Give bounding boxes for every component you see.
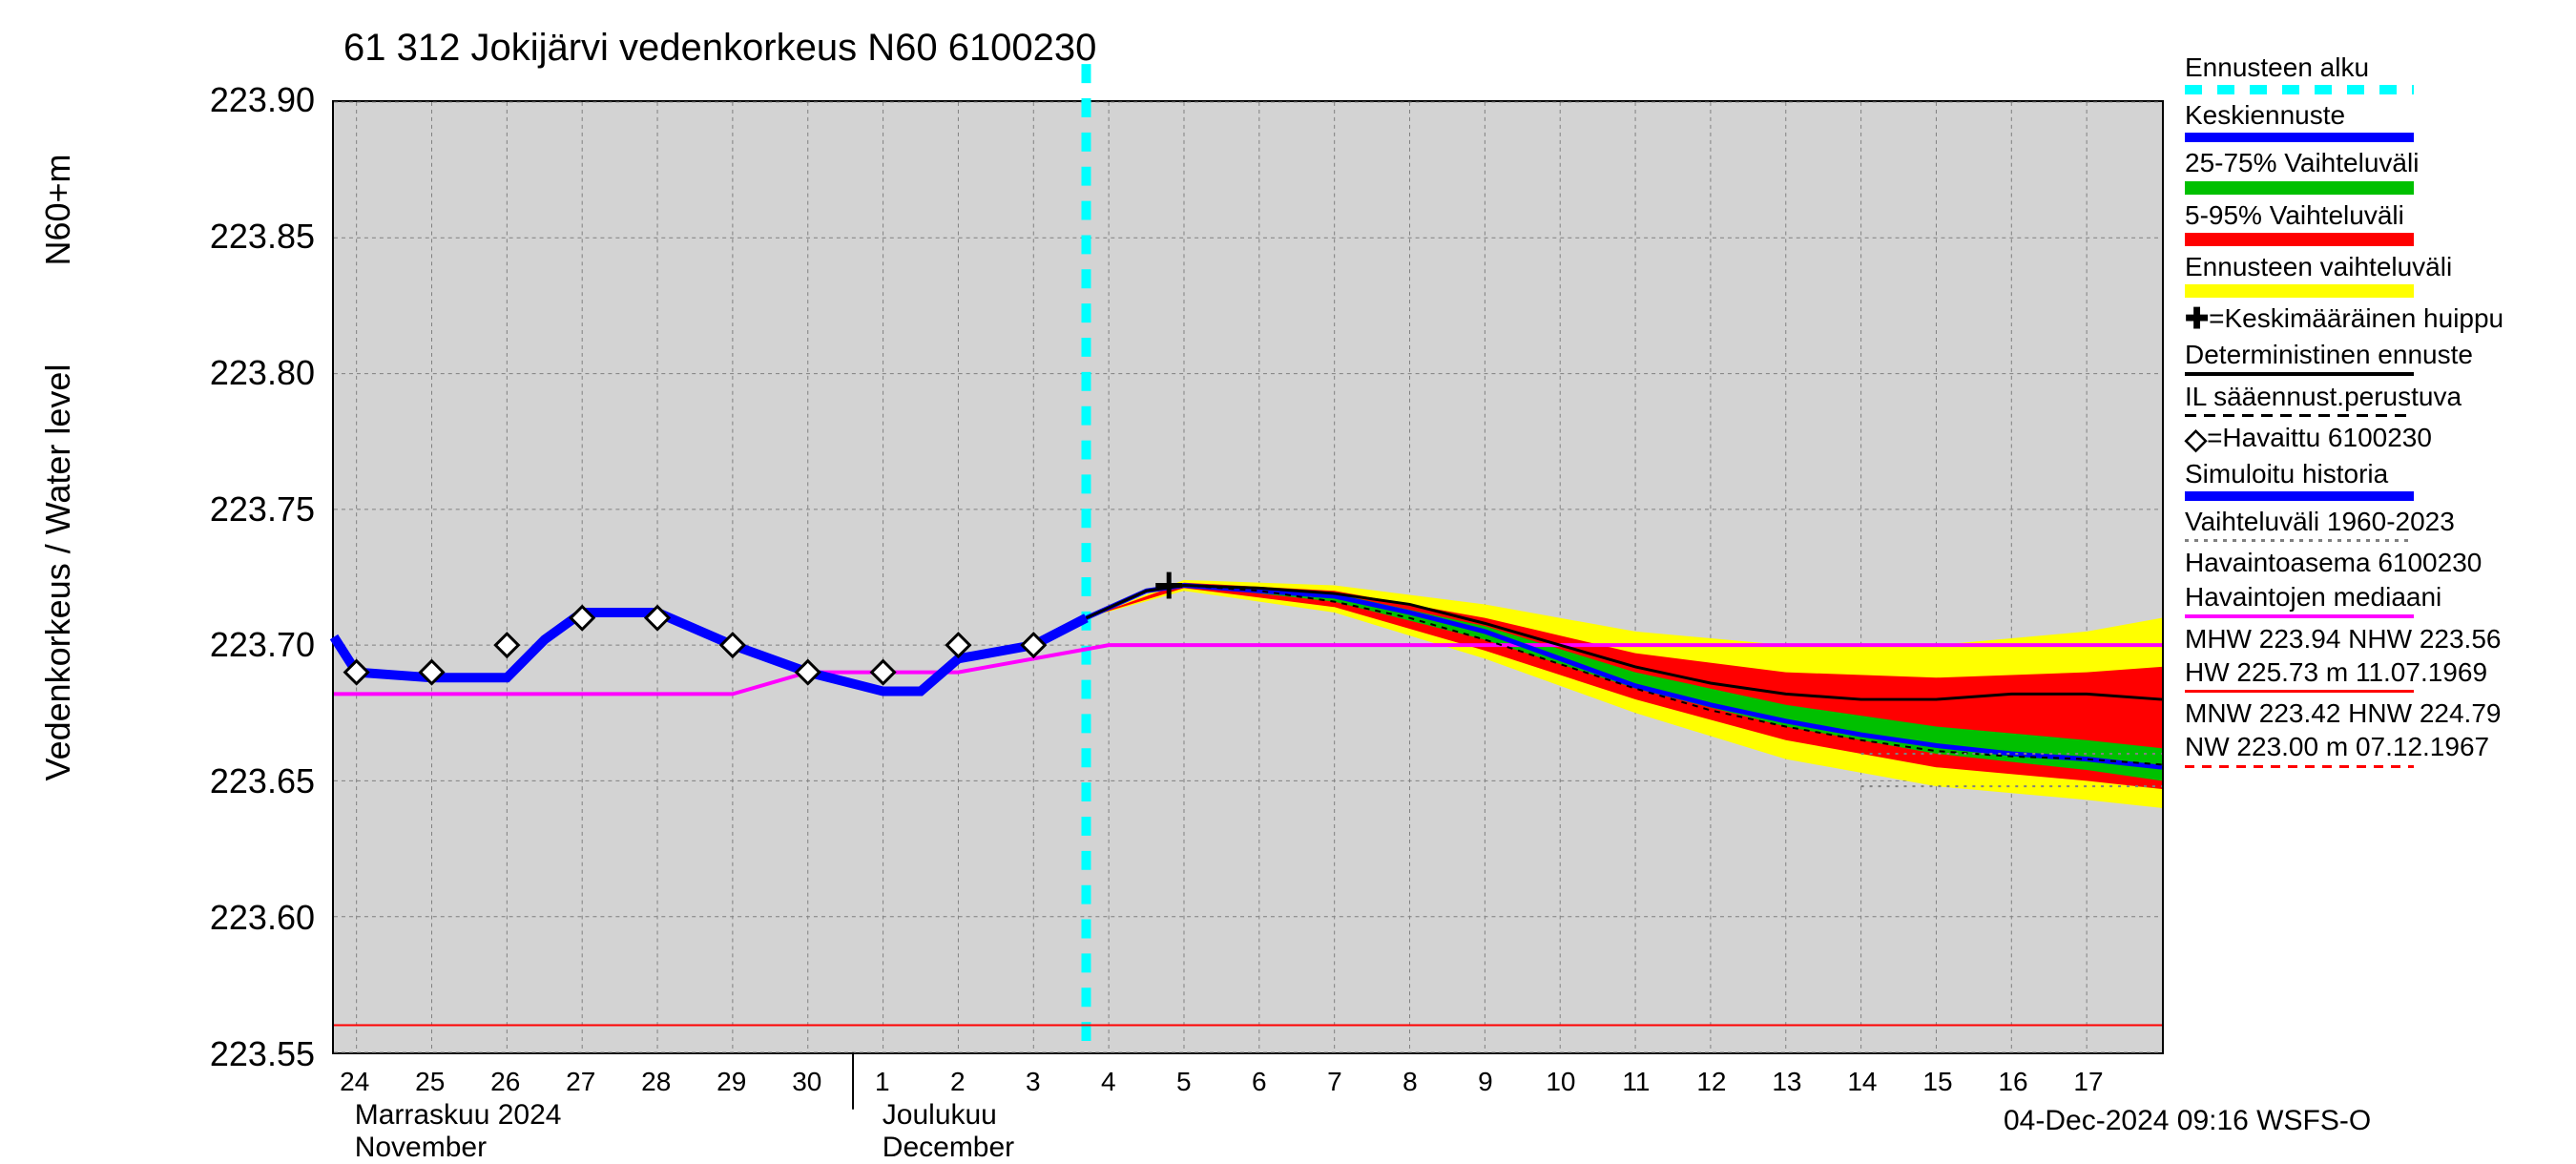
water-level-chart: 61 312 Jokijärvi vedenkorkeus N60 610023… xyxy=(0,0,2576,1145)
legend-item-label: Havaintojen mediaani xyxy=(2185,582,2566,613)
x-tick-label: 13 xyxy=(1772,1067,1801,1097)
legend-swatch xyxy=(2185,181,2414,195)
legend-item: Keskiennuste xyxy=(2185,100,2566,142)
x-tick-label: 2 xyxy=(950,1067,966,1097)
x-month-fi: Joulukuu xyxy=(883,1099,997,1132)
legend-swatch xyxy=(2185,372,2414,376)
x-tick-label: 27 xyxy=(566,1067,595,1097)
x-tick-label: 14 xyxy=(1847,1067,1877,1097)
x-tick-label: 1 xyxy=(875,1067,890,1097)
legend-swatch xyxy=(2185,539,2414,542)
plot-area xyxy=(332,100,2164,1054)
chart-title: 61 312 Jokijärvi vedenkorkeus N60 610023… xyxy=(343,27,1096,70)
x-tick-label: 30 xyxy=(792,1067,821,1097)
legend-item-label: MNW 223.42 HNW 224.79 xyxy=(2185,698,2566,729)
y-axis-label-main: Vedenkorkeus / Water level xyxy=(38,364,78,781)
x-tick-label: 29 xyxy=(717,1067,746,1097)
x-month-en: November xyxy=(355,1132,487,1164)
y-tick-label: 223.55 xyxy=(210,1034,315,1074)
x-tick-label: 9 xyxy=(1478,1067,1493,1097)
x-tick-label: 26 xyxy=(490,1067,520,1097)
legend-swatch xyxy=(2185,85,2414,94)
plot-svg xyxy=(334,102,2162,1052)
legend-item: MNW 223.42 HNW 224.79 xyxy=(2185,698,2566,729)
x-tick-label: 12 xyxy=(1696,1067,1726,1097)
legend-item-label: Deterministinen ennuste xyxy=(2185,340,2566,370)
legend: Ennusteen alku Keskiennuste 25-75% Vaihtel… xyxy=(2185,52,2566,774)
y-tick-label: 223.85 xyxy=(210,217,315,257)
legend-item-label: Ennusteen alku xyxy=(2185,52,2566,83)
legend-swatch xyxy=(2185,284,2414,298)
legend-item: 5-95% Vaihteluväli xyxy=(2185,200,2566,246)
legend-item: Vaihteluväli 1960-2023 xyxy=(2185,507,2566,542)
legend-item: Ennusteen alku xyxy=(2185,52,2566,94)
x-tick-label: 28 xyxy=(641,1067,671,1097)
x-tick-label: 17 xyxy=(2073,1067,2103,1097)
legend-item-label: Keskiennuste xyxy=(2185,100,2566,131)
legend-item: 25-75% Vaihteluväli xyxy=(2185,148,2566,194)
x-month-fi: Marraskuu 2024 xyxy=(355,1099,562,1132)
y-tick-label: 223.70 xyxy=(210,625,315,665)
legend-item: Ennusteen vaihteluväli xyxy=(2185,252,2566,298)
legend-item-label: Vaihteluväli 1960-2023 xyxy=(2185,507,2566,537)
x-tick-label: 16 xyxy=(1998,1067,2027,1097)
legend-item: NW 223.00 m 07.12.1967 xyxy=(2185,732,2566,767)
legend-symbol: ✚ xyxy=(2185,303,2209,337)
x-tick-label: 7 xyxy=(1327,1067,1342,1097)
legend-swatch xyxy=(2185,133,2414,142)
x-tick-label: 6 xyxy=(1252,1067,1267,1097)
y-tick-label: 223.65 xyxy=(210,761,315,801)
legend-item: ✚=Keskimääräinen huippu xyxy=(2185,303,2566,337)
legend-item-label: HW 225.73 m 11.07.1969 xyxy=(2185,657,2566,688)
legend-item: IL sääennust.perustuva xyxy=(2185,382,2566,417)
footer-timestamp: 04-Dec-2024 09:16 WSFS-O xyxy=(2004,1105,2371,1137)
y-tick-label: 223.75 xyxy=(210,489,315,530)
legend-item: ◇=Havaittu 6100230 xyxy=(2185,423,2566,456)
x-tick-label: 8 xyxy=(1402,1067,1418,1097)
y-axis-label-unit: N60+m xyxy=(38,154,78,265)
y-tick-label: 223.90 xyxy=(210,80,315,120)
legend-symbol: ◇ xyxy=(2185,424,2207,457)
legend-item: Havaintoasema 6100230 xyxy=(2185,548,2566,578)
legend-item-label: ✚=Keskimääräinen huippu xyxy=(2185,303,2566,337)
legend-item-label: 25-75% Vaihteluväli xyxy=(2185,148,2566,178)
legend-item: Deterministinen ennuste xyxy=(2185,340,2566,376)
legend-swatch xyxy=(2185,614,2414,618)
legend-item-label: Havaintoasema 6100230 xyxy=(2185,548,2566,578)
legend-item-label: NW 223.00 m 07.12.1967 xyxy=(2185,732,2566,762)
legend-item: MHW 223.94 NHW 223.56 xyxy=(2185,624,2566,655)
x-tick-label: 10 xyxy=(1546,1067,1575,1097)
legend-swatch xyxy=(2185,690,2414,693)
y-tick-label: 223.80 xyxy=(210,353,315,393)
x-tick-label: 3 xyxy=(1026,1067,1041,1097)
legend-item-label: Ennusteen vaihteluväli xyxy=(2185,252,2566,282)
legend-swatch xyxy=(2185,414,2414,417)
legend-swatch xyxy=(2185,765,2414,768)
x-tick-label: 5 xyxy=(1176,1067,1192,1097)
legend-item-label: Simuloitu historia xyxy=(2185,459,2566,489)
x-tick-label: 11 xyxy=(1622,1067,1650,1097)
legend-swatch xyxy=(2185,491,2414,501)
legend-item-label: IL sääennust.perustuva xyxy=(2185,382,2566,412)
legend-item-label: 5-95% Vaihteluväli xyxy=(2185,200,2566,231)
y-tick-label: 223.60 xyxy=(210,898,315,938)
x-tick-label: 15 xyxy=(1922,1067,1952,1097)
legend-item-label: MHW 223.94 NHW 223.56 xyxy=(2185,624,2566,655)
legend-swatch xyxy=(2185,233,2414,246)
legend-item: Simuloitu historia xyxy=(2185,459,2566,501)
x-tick-label: 25 xyxy=(415,1067,445,1097)
x-month-en: December xyxy=(883,1132,1014,1164)
legend-item: Havaintojen mediaani xyxy=(2185,582,2566,618)
x-tick-label: 24 xyxy=(340,1067,369,1097)
legend-item-label: ◇=Havaittu 6100230 xyxy=(2185,423,2566,456)
x-tick-label: 4 xyxy=(1101,1067,1116,1097)
legend-item: HW 225.73 m 11.07.1969 xyxy=(2185,657,2566,693)
